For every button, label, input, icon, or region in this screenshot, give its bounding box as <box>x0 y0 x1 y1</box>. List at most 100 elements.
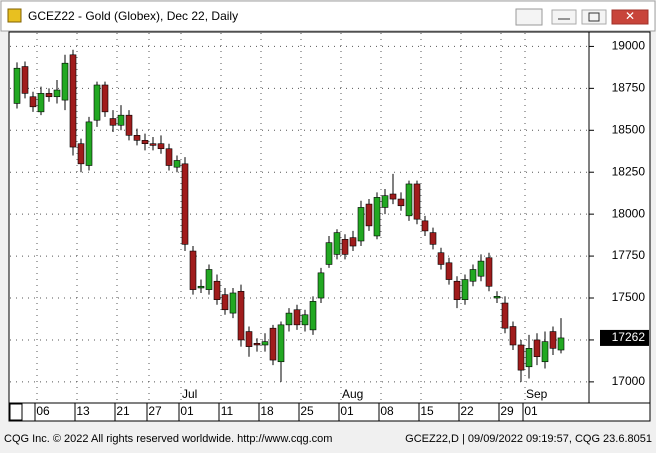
candle-body <box>165 148 173 166</box>
candle-body <box>245 331 253 347</box>
candle-body <box>533 339 541 358</box>
candle-body <box>477 260 485 277</box>
candle-body <box>549 331 557 349</box>
candle-body <box>109 118 117 126</box>
maximize-icon <box>588 12 600 22</box>
candle-body <box>29 96 37 108</box>
candle-body <box>301 314 309 326</box>
x-tick-label: 13 <box>76 404 90 418</box>
y-tick-label: 17500 <box>612 290 646 304</box>
candle-body <box>213 280 221 300</box>
candle-body <box>125 114 133 136</box>
last-price-box <box>600 329 649 346</box>
close-icon: ✕ <box>625 9 635 23</box>
last-price-label: 17262 <box>612 330 646 344</box>
x-tick-label: 01 <box>340 404 354 418</box>
x-tick-label: 01 <box>180 404 194 418</box>
candle-body <box>269 327 277 361</box>
footer-status: GCEZ22,D | 09/09/2022 09:19:57, CQG 23.6… <box>405 433 652 445</box>
candle-body <box>333 232 341 255</box>
candle-body <box>421 220 429 232</box>
candle-body <box>397 198 405 207</box>
candle-body <box>229 292 237 314</box>
footer-copyright: CQG Inc. © 2022 All rights reserved worl… <box>4 433 332 445</box>
window-title: GCEZ22 - Gold (Globex), Dec 22, Daily <box>28 9 238 23</box>
candle-body <box>117 114 125 126</box>
candle-body <box>173 160 181 168</box>
candle-body <box>341 239 349 255</box>
link-button[interactable] <box>515 8 543 26</box>
scroll-box[interactable] <box>9 403 23 421</box>
candle-body <box>493 296 501 299</box>
candle-body <box>453 280 461 300</box>
x-tick-label: 21 <box>116 404 130 418</box>
candle-body <box>325 242 333 265</box>
candle-body <box>317 272 325 299</box>
x-tick-label: 22 <box>460 404 474 418</box>
candle-body <box>53 89 61 98</box>
x-tick-label: 11 <box>221 404 234 418</box>
candle-body <box>277 324 285 363</box>
candle-body <box>21 66 29 94</box>
y-tick-label: 17750 <box>612 248 646 262</box>
maximize-button[interactable] <box>581 9 607 25</box>
candle-body <box>437 252 445 265</box>
candle-body <box>93 84 101 121</box>
month-label: Jul <box>182 387 197 401</box>
candle-body <box>509 326 517 346</box>
y-tick-label: 18500 <box>612 122 646 136</box>
x-tick-label: 08 <box>380 404 394 418</box>
candle-body <box>69 54 77 148</box>
x-tick-label: 18 <box>260 404 274 418</box>
candle-body <box>405 183 413 217</box>
month-label: Sep <box>526 387 548 401</box>
candle-body <box>445 262 453 280</box>
candle-body <box>517 344 525 371</box>
candle-body <box>189 250 197 290</box>
candle-body <box>149 143 157 146</box>
candle-body <box>309 301 317 331</box>
x-tick-label: 29 <box>500 404 514 418</box>
candle-body <box>429 232 437 245</box>
x-tick-label: 01 <box>524 404 538 418</box>
candle-body <box>37 93 45 113</box>
candle-body <box>541 341 549 363</box>
candle-body <box>157 143 165 150</box>
candle-body <box>61 62 69 101</box>
candle-body <box>365 203 373 227</box>
candle-body <box>501 302 509 329</box>
candle-body <box>485 257 493 287</box>
x-tick-label: 06 <box>36 404 50 418</box>
candle-body <box>85 121 93 166</box>
candle-body <box>205 269 213 290</box>
candle-body <box>413 183 421 220</box>
x-tick-label: 25 <box>300 404 314 418</box>
x-tick-label: 27 <box>148 404 162 418</box>
candle-body <box>357 207 365 242</box>
candle-body <box>349 237 357 247</box>
candle-body <box>181 163 189 245</box>
minimize-button[interactable] <box>551 9 577 25</box>
close-button[interactable] <box>611 9 649 25</box>
candle-body <box>469 269 477 282</box>
y-tick-label: 17000 <box>612 374 646 388</box>
candle-body <box>45 93 53 98</box>
candle-body <box>389 193 397 200</box>
candle-body <box>557 337 565 351</box>
candle-body <box>221 294 229 311</box>
candle-body <box>381 195 389 208</box>
y-tick-label: 18750 <box>612 81 646 95</box>
candle-body <box>77 143 85 165</box>
candle-body <box>461 279 469 300</box>
candle-body <box>253 342 261 346</box>
month-label: Aug <box>342 387 363 401</box>
y-tick-label: 19000 <box>612 39 646 53</box>
candle-body <box>373 197 381 237</box>
app-icon <box>7 8 22 23</box>
candle-body <box>133 135 141 141</box>
candle-body <box>293 309 301 326</box>
candle-body <box>101 84 109 113</box>
candle-body <box>197 285 205 289</box>
